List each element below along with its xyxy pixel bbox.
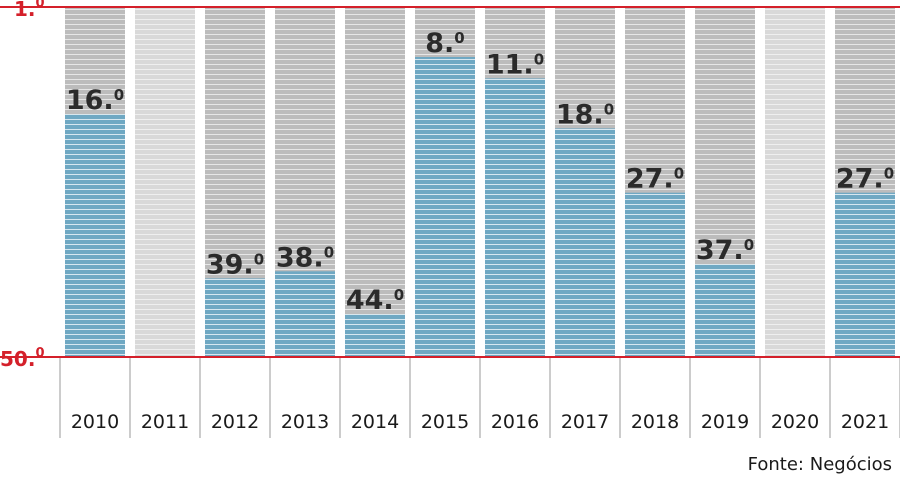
y-axis-bottom-label: 50.0 xyxy=(0,346,44,371)
value-label-2018: 27.0 xyxy=(626,164,684,195)
y-axis-top-label: 1.0 xyxy=(14,0,45,21)
bar-2018 xyxy=(625,192,685,357)
bar-2019 xyxy=(695,264,755,357)
bar-2012 xyxy=(205,278,265,357)
bar-2016 xyxy=(485,78,545,357)
year-label-2021: 2021 xyxy=(841,411,889,433)
year-label-2013: 2013 xyxy=(281,411,329,433)
x-axis-labels: 2010 2011 2012 2013 2014 2015 2016 2017 2018 2019… xyxy=(71,411,889,433)
bar-2013 xyxy=(275,271,335,357)
year-label-2020: 2020 xyxy=(771,411,819,433)
bar-2021 xyxy=(835,192,895,357)
column-background-2014 xyxy=(345,7,405,357)
column-background-2020 xyxy=(765,7,825,357)
year-label-2019: 2019 xyxy=(701,411,749,433)
y-axis: 1.0 50.0 xyxy=(0,0,900,371)
bar-2017 xyxy=(555,128,615,357)
value-label-2014: 44.0 xyxy=(346,285,404,316)
year-label-2012: 2012 xyxy=(211,411,259,433)
source-note: Fonte: Negócios xyxy=(747,454,892,475)
category-dividers xyxy=(59,357,900,438)
bar-2015 xyxy=(415,57,475,357)
bar-2014 xyxy=(345,314,405,357)
value-label-2010: 16.0 xyxy=(66,85,124,116)
value-label-2016: 11.0 xyxy=(486,49,544,80)
value-label-2015: 8.0 xyxy=(425,28,464,59)
value-label-2013: 38.0 xyxy=(276,242,334,273)
chart-columns xyxy=(65,7,895,358)
value-label-2021: 27.0 xyxy=(836,164,894,195)
year-label-2010: 2010 xyxy=(71,411,119,433)
year-label-2014: 2014 xyxy=(351,411,399,433)
year-label-2015: 2015 xyxy=(421,411,469,433)
year-label-2017: 2017 xyxy=(561,411,609,433)
value-label-2017: 18.0 xyxy=(556,99,614,130)
value-label-2019: 37.0 xyxy=(696,235,754,266)
value-label-2012: 39.0 xyxy=(206,249,264,280)
bar-2010 xyxy=(65,114,125,358)
value-labels: 16.0 39.0 38.0 44.0 8.0 11.0 18.0 27.0 37.0 27.0 xyxy=(66,28,894,316)
year-label-2016: 2016 xyxy=(491,411,539,433)
year-label-2018: 2018 xyxy=(631,411,679,433)
column-background-2011 xyxy=(135,7,195,357)
year-label-2011: 2011 xyxy=(141,411,189,433)
